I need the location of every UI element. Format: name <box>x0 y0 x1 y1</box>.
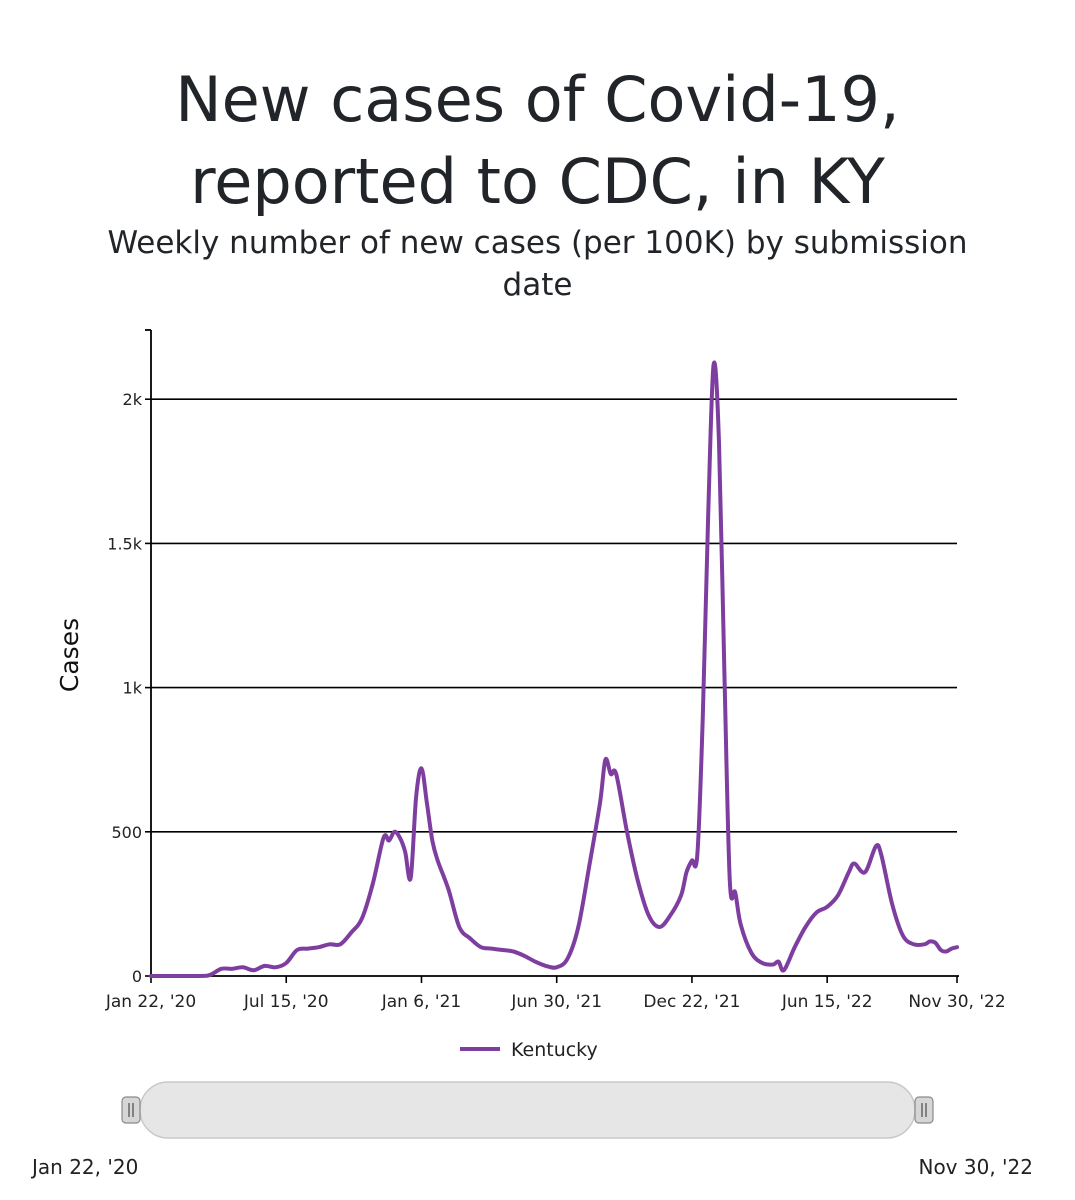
x-tick-label-4: Dec 22, '21 <box>643 992 740 1012</box>
x-tick-label-2: Jan 6, '21 <box>381 992 462 1012</box>
chart-subtitle-line-2: date <box>502 267 573 303</box>
y-tick-label-500: 500 <box>111 823 142 842</box>
chart-subtitle-line-1: Weekly number of new cases (per 100K) by… <box>107 225 968 261</box>
chart-title-line-1: New cases of Covid-19, <box>175 63 900 136</box>
range-start-label: Jan 22, '20 <box>32 1155 139 1179</box>
x-tick-label-0: Jan 22, '20 <box>105 992 196 1012</box>
y-tick-label-1k: 1k <box>123 679 143 698</box>
chart-title-line-2: reported to CDC, in KY <box>190 145 885 218</box>
y-axis-title: Cases <box>55 618 84 692</box>
range-end-label: Nov 30, '22 <box>918 1155 1033 1179</box>
x-tick-label-6: Nov 30, '22 <box>908 992 1005 1012</box>
range-handle-right[interactable] <box>914 1096 934 1124</box>
series-line-kentucky[interactable] <box>149 360 959 978</box>
x-tick-label-5: Jun 15, '22 <box>781 992 873 1012</box>
x-tick-label-1: Jul 15, '20 <box>243 992 329 1012</box>
x-tick-label-3: Jun 30, '21 <box>510 992 602 1012</box>
line-chart: 0 500 1k 1.5k 2k Jan 22, '20 Jul 15, '20 Jan 6,… <box>55 329 1006 1139</box>
y-tick-label-1.5k: 1.5k <box>107 534 142 553</box>
legend-label-0: Kentucky <box>511 1039 598 1061</box>
range-selector-track[interactable] <box>139 1081 916 1139</box>
range-handle-left[interactable] <box>121 1096 141 1124</box>
y-tick-label-0: 0 <box>132 967 142 986</box>
y-tick-label-2k: 2k <box>123 390 143 409</box>
